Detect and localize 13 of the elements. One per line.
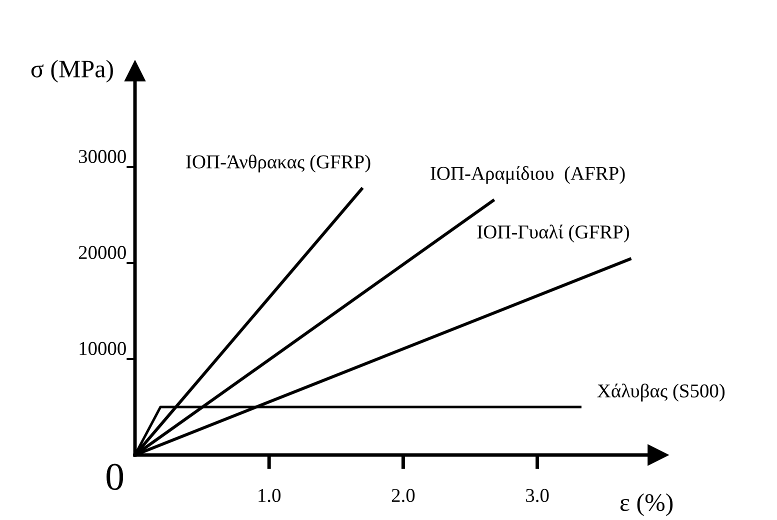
- x-tick-label: 1.0: [258, 488, 281, 502]
- x-axis-title: ε (%): [620, 493, 673, 516]
- series-label: Χάλυβας (S500): [597, 384, 725, 402]
- y-axis-title: σ (MPa): [31, 60, 113, 83]
- text: 0: [106, 464, 124, 490]
- y-tick-label: 20000: [78, 246, 126, 260]
- x-tick-label: 3.0: [526, 488, 549, 502]
- series-label: ΙΟΠ-Γυαλί (GFRP): [477, 224, 629, 242]
- series-label: ΙΟΠ-Άνθρακας (GFRP): [186, 154, 370, 172]
- y-tick-label: 30000: [78, 150, 126, 164]
- text: ΙΟΠ-Αραμίδιου (AFRP): [430, 166, 625, 184]
- y-tick-label: 10000: [80, 342, 126, 356]
- x-tick-label: 2.0: [392, 488, 415, 502]
